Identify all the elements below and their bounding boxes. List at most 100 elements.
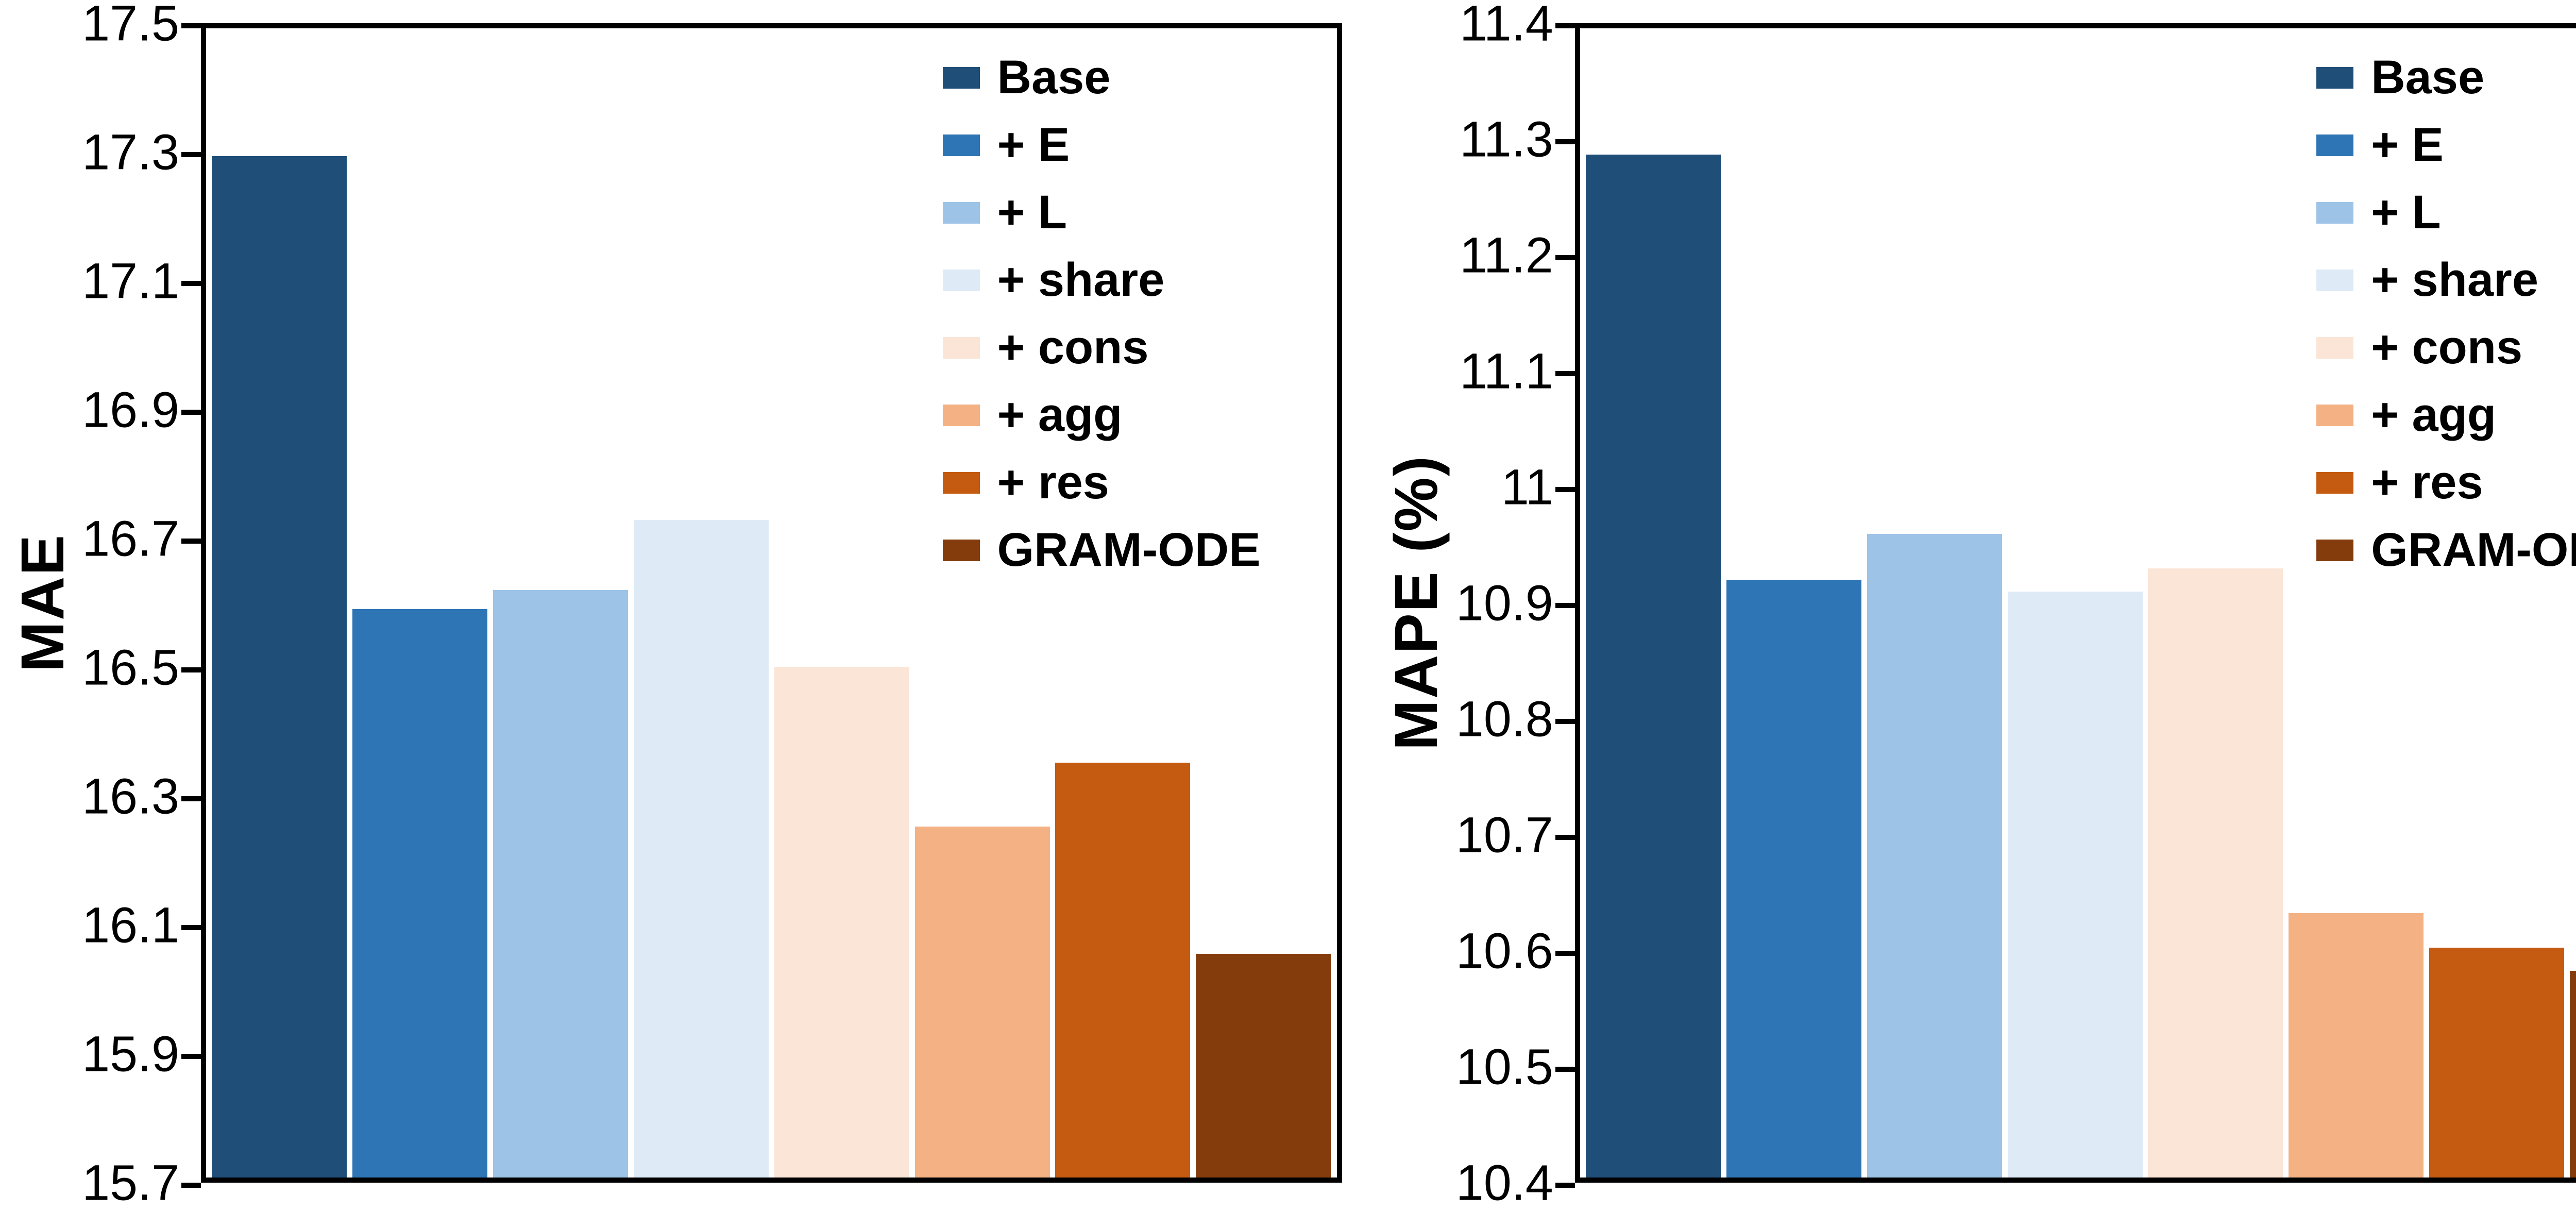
y-tick-label: 10.9 [1455,575,1553,631]
y-axis-title-mae: MAE [8,533,77,672]
y-tick-mark [1555,835,1575,840]
y-tick-mark [1555,951,1575,956]
y-tick-label: 17.1 [82,253,179,309]
legend-item-l: + L [2316,186,2576,239]
y-tick-mark [181,410,201,415]
legend-swatch-icon [942,66,980,89]
legend-item-base: Base [2316,51,2576,104]
bar-slot-cons [771,28,912,1178]
bar-share [2007,591,2143,1178]
bar-base [1586,155,1721,1178]
y-tick-mark [1555,603,1575,608]
y-tick-mark [1555,487,1575,492]
legend-label: + res [2371,456,2483,509]
y-tick-mark [1555,255,1575,260]
legend-label: GRAM-ODE [2371,523,2576,576]
legend-label: Base [997,51,1111,104]
legend-item-l: + L [942,186,1261,239]
legend-item-agg: + agg [942,389,1261,441]
legend-swatch-icon [942,201,980,224]
bar-slot-agg [2286,28,2427,1178]
legend-label: + E [997,118,1070,171]
legend-swatch-icon [2316,201,2354,224]
y-tick-label: 16.9 [82,381,179,438]
legend-item-share: + share [2316,254,2576,306]
bar-slot-res [2427,28,2567,1178]
bar-slot-l [490,28,631,1178]
legend-item-res: + res [2316,456,2576,509]
legend-label: + share [997,253,1165,306]
bar-slot-cons [2145,28,2286,1178]
legend-label: Base [2371,51,2485,104]
bar-e [352,609,488,1178]
y-axis-tick-labels: 10.4 10.5 10.6 10.7 10.8 10.9 11 11.1 11.2 11.3 11… [1455,0,1575,1208]
legend-swatch-icon [942,134,980,156]
bars [206,28,1337,1178]
legend-swatch-icon [2316,472,2354,494]
legend-label: + cons [2371,321,2523,374]
legend-swatch-icon [2316,337,2354,359]
legend-item-share: + share [942,253,1261,306]
legend-label: + res [997,456,1109,509]
y-tick-mark [181,667,201,673]
legend-item-res: + res [942,456,1261,509]
legend-swatch-icon [2316,404,2354,426]
bar-slot-base [209,28,350,1178]
y-tick-label: 11.1 [1460,343,1553,399]
legend-item-e: + E [2316,119,2576,171]
y-tick-mark [1555,371,1575,376]
legend-label: + share [2371,253,2538,306]
y-tick-label: 15.7 [82,1154,179,1211]
bar-res [1055,762,1191,1178]
y-tick-label: 10.5 [1455,1038,1553,1095]
y-tick-label: 15.9 [82,1025,179,1082]
y-tick-label: 16.7 [82,510,179,567]
legend-label: + L [2371,186,2441,239]
y-tick-label: 10.6 [1455,922,1553,979]
y-axis-title-column: MAPE (%) [1374,23,1459,1183]
y-tick-mark [1555,719,1575,724]
y-tick-mark [181,281,201,286]
y-tick-label: 11 [1501,459,1553,515]
y-tick-label: 11.2 [1460,227,1553,283]
chart-mape: MAPE (%) 10.4 10.5 10.6 10.7 10.8 10.9 11 11.1 1… [1374,0,2576,1209]
bar-slot-agg [912,28,1053,1178]
legend-swatch-icon [942,539,980,561]
bar-slot-res [1053,28,1193,1178]
legend-item-agg: + agg [2316,389,2576,441]
y-tick-mark [181,539,201,544]
y-tick-mark [181,1183,201,1188]
bar-slot-e [350,28,490,1178]
legend-swatch-icon [2316,134,2354,156]
bar-slot-gram-ode [2567,28,2576,1178]
legend-swatch-icon [942,269,980,291]
legend: Base + E + L + share + cons + agg + res GRAM-OD… [2316,51,2576,576]
y-tick-mark [1555,1183,1575,1188]
bar-res [2429,948,2564,1178]
bar-agg [2289,913,2424,1178]
bar-slot-gram-ode [1193,28,1334,1178]
bar-cons [2148,568,2283,1178]
legend-item-cons: + cons [942,321,1261,374]
legend-swatch-icon [2316,66,2354,89]
y-tick-label: 17.5 [82,0,179,52]
y-tick-mark [1555,139,1575,144]
legend-swatch-icon [2316,539,2354,561]
y-tick-mark [1555,1067,1575,1072]
legend-swatch-icon [942,404,980,426]
legend-item-gram-ode: GRAM-ODE [942,524,1261,576]
plot-region: Base + E + L + share + cons + agg + res GRAM-OD… [181,23,1342,1188]
legend-label: + E [2371,118,2444,171]
bars [1580,28,2576,1178]
plot-region: Base + E + L + share + cons + agg + res GRAM-OD… [1555,23,2576,1188]
bar-base [212,156,347,1178]
bar-gram-ode [1196,954,1331,1178]
bar-slot-l [1864,28,2005,1178]
bar-e [1726,580,1861,1178]
y-tick-label: 10.7 [1455,806,1553,863]
y-axis-title-column: MAE [0,23,85,1183]
chart-mae: MAE 15.7 15.9 16.1 16.3 16.5 16.7 16.9 17.1 17.3… [0,0,1342,1211]
bar-l [493,590,629,1178]
bar-slot-e [1724,28,1865,1178]
legend-label: + agg [2371,388,2497,441]
